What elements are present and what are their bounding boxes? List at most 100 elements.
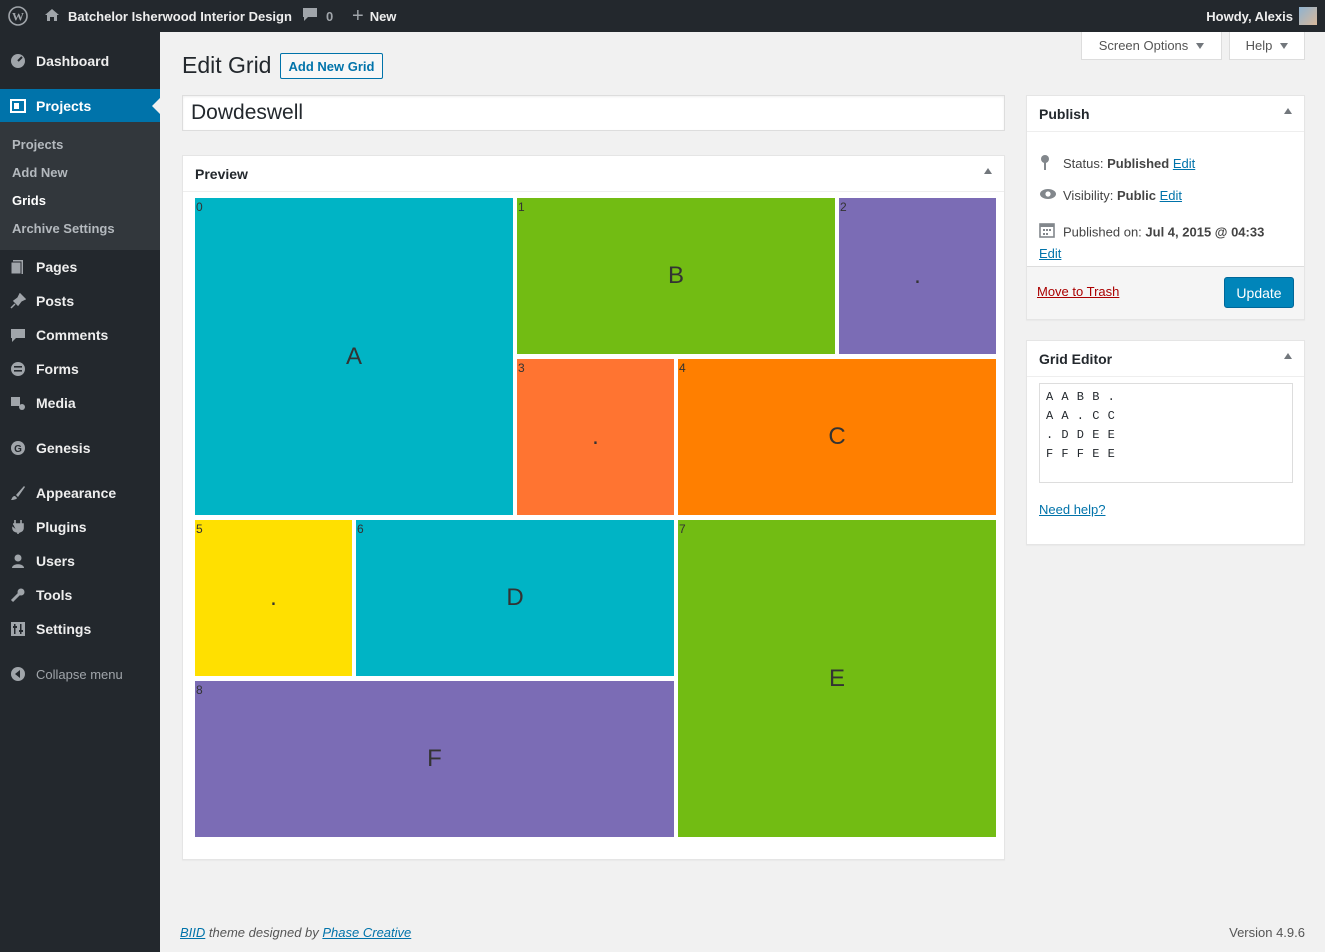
forms-icon — [10, 361, 26, 377]
visibility-row: Visibility: Public Edit — [1039, 188, 1182, 203]
menu-plugins[interactable]: Plugins — [0, 510, 160, 544]
preview-header[interactable]: Preview — [183, 156, 1004, 192]
menu-tools[interactable]: Tools — [0, 578, 160, 612]
projects-submenu: Projects Add New Grids Archive Settings — [0, 122, 160, 250]
visibility-value: Public — [1116, 188, 1156, 203]
menu-media[interactable]: Media — [0, 386, 160, 420]
collapse-menu-button[interactable]: Collapse menu — [0, 657, 160, 691]
submenu-projects[interactable]: Projects — [12, 137, 64, 152]
collapse-toggle-icon[interactable] — [1284, 353, 1292, 359]
menu-label: Forms — [36, 361, 79, 377]
home-icon — [44, 8, 62, 25]
phase-creative-link[interactable]: Phase Creative — [322, 925, 412, 940]
svg-text:G: G — [14, 444, 22, 455]
comments-link[interactable]: 0 — [302, 0, 333, 32]
menu-appearance[interactable]: Appearance — [0, 476, 160, 510]
menu-label: Media — [36, 395, 76, 411]
menu-users[interactable]: Users — [0, 544, 160, 578]
preview-title: Preview — [195, 166, 248, 182]
tools-icon — [10, 587, 26, 603]
triangle-down-icon — [1196, 42, 1205, 49]
publish-title: Publish — [1039, 106, 1090, 122]
cell-index: 6 — [357, 522, 364, 536]
move-to-trash-link[interactable]: Move to Trash — [1037, 284, 1120, 299]
menu-dashboard[interactable]: Dashboard — [0, 44, 160, 78]
cell-index: 1 — [518, 200, 525, 214]
menu-pages[interactable]: Pages — [0, 250, 160, 284]
genesis-icon: G — [10, 440, 26, 456]
menu-genesis[interactable]: G Genesis — [0, 431, 160, 465]
edit-status-link[interactable]: Edit — [1172, 156, 1196, 171]
media-icon — [10, 395, 26, 411]
eye-icon — [1039, 188, 1063, 203]
grid-cell-empty: 2. — [839, 198, 996, 354]
cell-index: 4 — [679, 361, 686, 375]
cell-label: B — [667, 262, 684, 289]
menu-posts[interactable]: Posts — [0, 284, 160, 318]
cell-index: 8 — [196, 683, 203, 697]
grid-title-input[interactable] — [182, 95, 1005, 131]
current-arrow — [152, 98, 160, 114]
menu-label: Dashboard — [36, 53, 110, 69]
wordpress-logo-icon[interactable]: W — [8, 0, 28, 32]
cell-label: D — [506, 584, 524, 611]
new-label: New — [369, 8, 397, 24]
menu-comments[interactable]: Comments — [0, 318, 160, 352]
menu-settings[interactable]: Settings — [0, 612, 160, 646]
collapse-toggle-icon[interactable] — [984, 168, 992, 174]
publish-actions: Move to Trash Update — [1027, 266, 1304, 319]
cell-label: A — [345, 342, 362, 370]
site-name-link[interactable]: Batchelor Isherwood Interior Design — [44, 0, 292, 32]
menu-label: Users — [36, 553, 75, 569]
published-on-row: Published on: Jul 4, 2015 @ 04:33 Edit — [1039, 222, 1299, 264]
settings-icon — [10, 621, 26, 637]
submenu-grids[interactable]: Grids — [12, 193, 46, 208]
grid-editor-postbox: Grid Editor A A B B . A A . C C . D D E … — [1026, 340, 1305, 545]
grid-editor-header[interactable]: Grid Editor — [1027, 341, 1304, 377]
cell-index: 7 — [679, 522, 686, 536]
svg-text:W: W — [12, 10, 24, 24]
add-new-grid-button[interactable]: Add New Grid — [280, 53, 383, 79]
status-label: Status: — [1063, 156, 1104, 171]
screen-options-button[interactable]: Screen Options — [1081, 32, 1222, 60]
published-on-label: Published on: — [1063, 224, 1142, 240]
new-content-link[interactable]: + New — [352, 0, 396, 32]
comments-icon — [10, 327, 26, 343]
visibility-label: Visibility: — [1063, 188, 1114, 203]
menu-forms[interactable]: Forms — [0, 352, 160, 386]
grid-cell-empty: 3. — [517, 359, 674, 515]
help-button[interactable]: Help — [1229, 32, 1305, 60]
submenu-add-new[interactable]: Add New — [12, 165, 68, 180]
need-help-link[interactable]: Need help? — [1039, 502, 1106, 517]
admin-bar: W Batchelor Isherwood Interior Design 0 … — [0, 0, 1325, 32]
comment-bubble-icon — [302, 7, 318, 25]
publish-header[interactable]: Publish — [1027, 96, 1304, 132]
edit-date-link[interactable]: Edit — [1039, 246, 1062, 261]
menu-projects[interactable]: Projects — [0, 89, 160, 123]
submenu-archive-settings[interactable]: Archive Settings — [12, 221, 115, 236]
cell-index: 0 — [196, 200, 203, 214]
cell-label: . — [270, 584, 277, 611]
help-label: Help — [1245, 38, 1273, 53]
update-button[interactable]: Update — [1224, 277, 1294, 308]
menu-label: Appearance — [36, 485, 117, 501]
biid-link[interactable]: BIID — [180, 925, 206, 940]
grid-template-textarea[interactable]: A A B B . A A . C C . D D E E F F F E E — [1039, 383, 1293, 483]
user-account-link[interactable]: Howdy, Alexis — [1206, 0, 1317, 32]
footer-text: theme designed by — [205, 925, 323, 940]
cell-index: 3 — [518, 361, 525, 375]
cell-label: F — [427, 745, 442, 772]
edit-visibility-link[interactable]: Edit — [1159, 188, 1183, 203]
admin-sidebar: Dashboard Projects Projects Add New Grid… — [0, 32, 160, 952]
menu-label: Tools — [36, 587, 73, 603]
collapse-toggle-icon[interactable] — [1284, 108, 1292, 114]
version-text: Version 4.9.6 — [1229, 925, 1305, 940]
dashboard-icon — [10, 53, 26, 69]
